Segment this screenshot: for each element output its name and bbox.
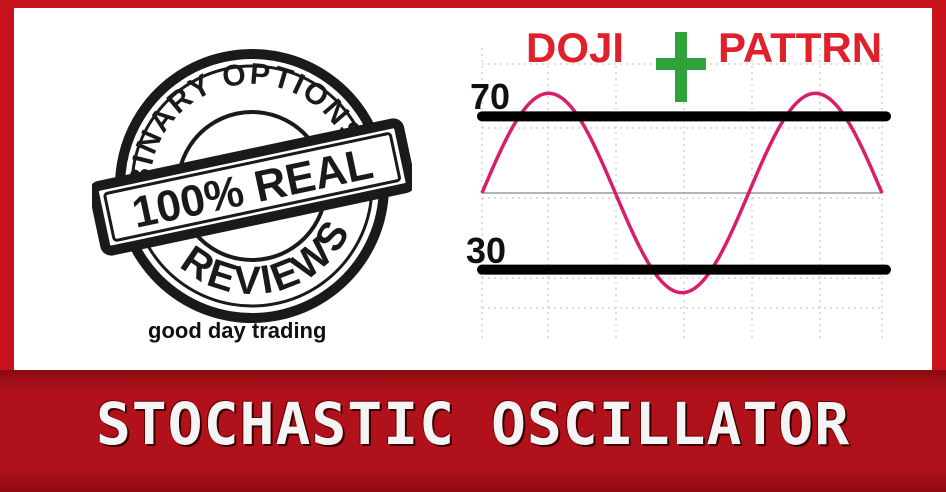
banner-title: STOCHASTIC OSCILLATOR — [95, 390, 851, 458]
level-70-label: 70 — [470, 76, 511, 117]
title-banner — [0, 370, 946, 492]
oscillator-wave — [480, 91, 884, 295]
doji-title: DOJI — [526, 24, 625, 71]
level-30-label: 30 — [466, 230, 507, 271]
tagline: good day trading — [148, 318, 327, 343]
pattern-title: PATTRN — [718, 24, 883, 71]
stamp-band — [92, 118, 412, 256]
binary-options-stamp: BINARY OPTIONS REVIEWS 100% REAL — [92, 36, 412, 323]
plus-icon — [656, 32, 706, 102]
